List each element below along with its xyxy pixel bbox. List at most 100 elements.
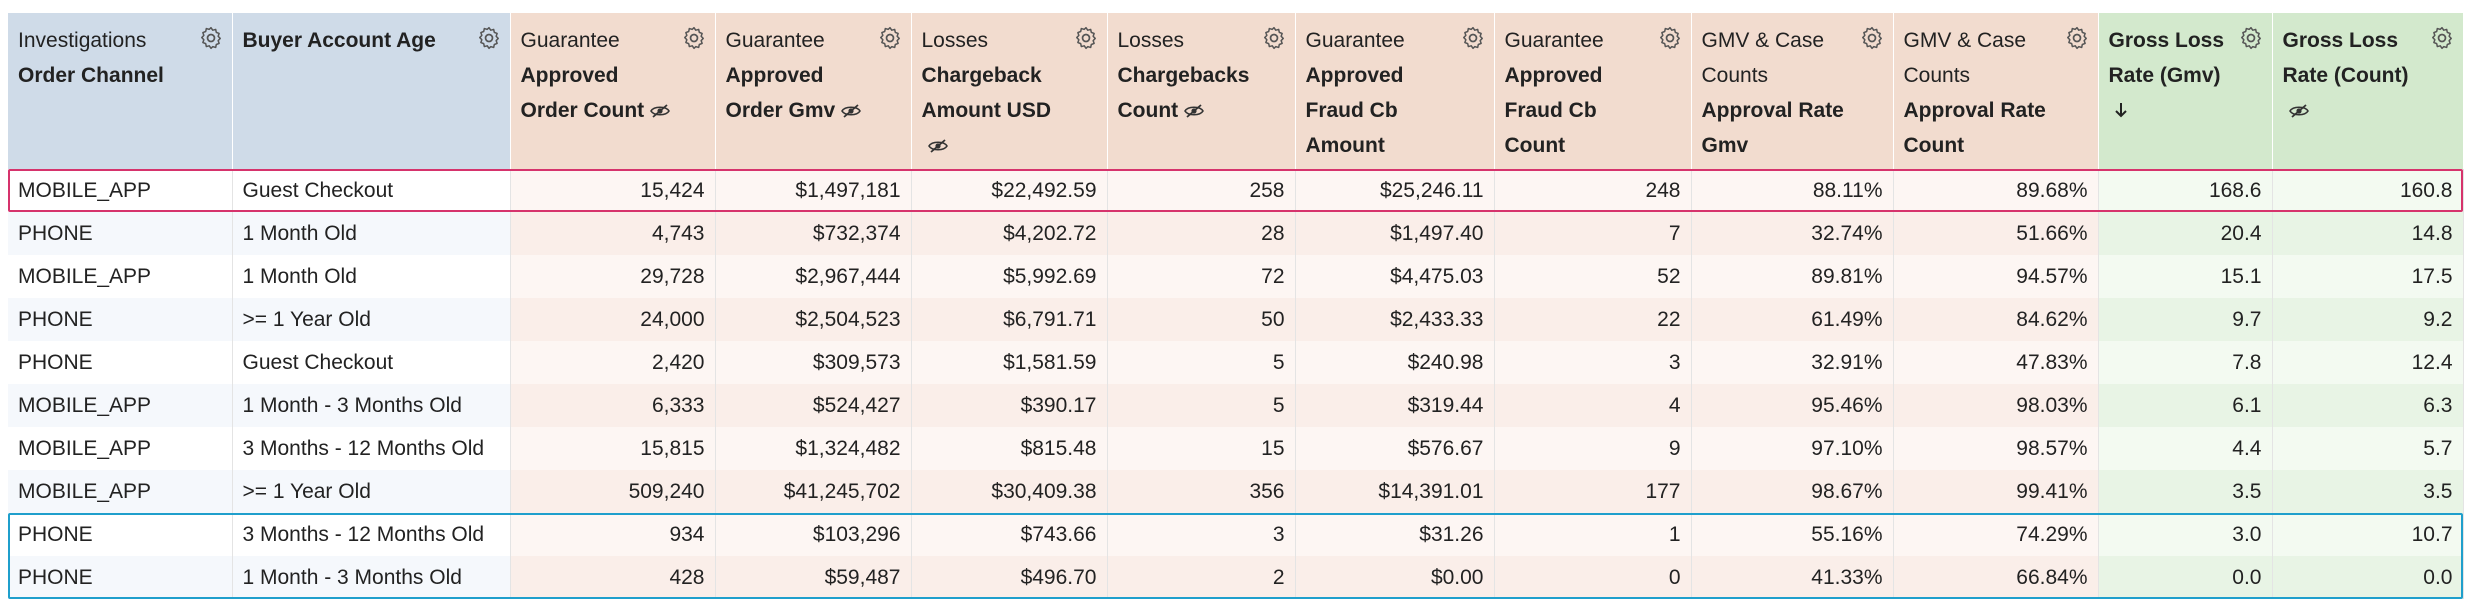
cell: 9.7 [2098,298,2273,341]
header-text: Guarantee Approved Fraud Cb Count [1505,23,1683,163]
data-row: PHONE 3 Months - 12 Months Old 934 $103,296… [8,513,2464,556]
cell: 3 Months - 12 Months Old [232,427,511,470]
cell: $576.67 [1295,427,1495,470]
settings-icon[interactable] [1859,25,1885,51]
header-text: Guarantee Approved Order Gmv [726,23,903,128]
column-header[interactable]: Guarantee Approved Fraud Cb Amount [1295,13,1495,169]
column-header[interactable]: Guarantee Approved Fraud Cb Count [1494,13,1692,169]
cell: 88.11% [1691,169,1894,212]
header-text: Gross Loss Rate (Count) [2283,23,2455,128]
header-label: Approved Order Gmv [725,64,836,122]
data-row: MOBILE_APP Guest Checkout 15,424 $1,497,181… [8,169,2464,212]
cell: 20.4 [2098,212,2273,255]
settings-icon[interactable] [681,25,707,51]
settings-icon[interactable] [2238,25,2264,51]
cell: 0 [1494,556,1692,599]
settings-icon[interactable] [877,25,903,51]
cell: MOBILE_APP [8,255,233,298]
cell: >= 1 Year Old [232,470,511,513]
cell: 3 Months - 12 Months Old [232,513,511,556]
header-text: Guarantee Approved Fraud Cb Amount [1306,23,1486,163]
cell: 428 [510,556,716,599]
cell: 15.1 [2098,255,2273,298]
cell: 51.66% [1893,212,2099,255]
cell: 177 [1494,470,1692,513]
cell: $1,497.40 [1295,212,1495,255]
cell: PHONE [8,513,233,556]
cell: 3.0 [2098,513,2273,556]
column-header[interactable]: Losses Chargebacks Count [1107,13,1296,169]
header-text: GMV & Case Counts Approval Rate Count [1904,23,2090,163]
cell: 61.49% [1691,298,1894,341]
cell: 1 [1494,513,1692,556]
cell: 248 [1494,169,1692,212]
cell: 14.8 [2272,212,2464,255]
data-row: MOBILE_APP 3 Months - 12 Months Old 15,815… [8,427,2464,470]
cell: 10.7 [2272,513,2464,556]
column-header[interactable]: Gross Loss Rate (Count) [2272,13,2464,169]
settings-icon[interactable] [198,25,224,51]
cell: 89.81% [1691,255,1894,298]
cell: 97.10% [1691,427,1894,470]
cell: 29,728 [510,255,716,298]
settings-icon[interactable] [476,25,502,51]
cell: 3.5 [2098,470,2273,513]
cell: 6.3 [2272,384,2464,427]
cell: $2,504,523 [715,298,912,341]
header-group: GMV & Case Counts [1903,29,2027,87]
cell: $22,492.59 [911,169,1108,212]
cell: 3 [1107,513,1296,556]
cell: 50 [1107,298,1296,341]
settings-icon[interactable] [1261,25,1287,51]
cell: $743.66 [911,513,1108,556]
sort-desc-icon[interactable] [2114,101,2128,119]
header-label: Chargeback Amount USD [921,64,1052,122]
column-header[interactable]: Guarantee Approved Order Gmv [715,13,912,169]
column-header[interactable]: Gross Loss Rate (Gmv) [2098,13,2273,169]
settings-icon[interactable] [1657,25,1683,51]
column-header[interactable]: Investigations Order Channel [8,13,233,169]
column-header[interactable]: Guarantee Approved Order Count [510,13,716,169]
cell: $103,296 [715,513,912,556]
cell: 66.84% [1893,556,2099,599]
data-row: PHONE >= 1 Year Old 24,000 $2,504,523 $6,791… [8,298,2464,341]
settings-icon[interactable] [2429,25,2455,51]
cell: 4.4 [2098,427,2273,470]
cell: 168.6 [2098,169,2273,212]
cell: 2 [1107,556,1296,599]
cell: $4,202.72 [911,212,1108,255]
cell: $41,245,702 [715,470,912,513]
hidden-icon [841,104,862,118]
data-row: PHONE Guest Checkout 2,420 $309,573 $1,581.5… [8,341,2464,384]
header-group: Guarantee [520,29,620,52]
hidden-icon [2288,104,2309,118]
cell: 28 [1107,212,1296,255]
cell: $2,433.33 [1295,298,1495,341]
header-label: Buyer Account Age [242,29,436,52]
cell: MOBILE_APP [8,470,233,513]
column-header[interactable]: GMV & Case Counts Approval Rate Count [1893,13,2099,169]
cell: PHONE [8,556,233,599]
cell: 84.62% [1893,298,2099,341]
cell: 5 [1107,384,1296,427]
cell: 6,333 [510,384,716,427]
settings-icon[interactable] [2064,25,2090,51]
header-label: Approved Fraud Cb Count [1504,64,1603,157]
header-text: Losses Chargeback Amount USD [922,23,1099,163]
cell: 47.83% [1893,341,2099,384]
column-header[interactable]: Buyer Account Age [232,13,511,169]
header-label: Approved Fraud Cb Amount [1305,64,1404,157]
column-header[interactable]: Losses Chargeback Amount USD [911,13,1108,169]
settings-icon[interactable] [1073,25,1099,51]
cell: $31.26 [1295,513,1495,556]
data-row: PHONE 1 Month Old 4,743 $732,374 $4,202.72 28… [8,212,2464,255]
settings-icon[interactable] [1460,25,1486,51]
header-group: Losses [1117,29,1185,52]
cell: 94.57% [1893,255,2099,298]
cell: $240.98 [1295,341,1495,384]
column-header[interactable]: GMV & Case Counts Approval Rate Gmv [1691,13,1894,169]
header-label: Gross Loss Rate (Gmv) [2108,29,2225,87]
header-text: GMV & Case Counts Approval Rate Gmv [1702,23,1885,163]
header-label: Order Channel [18,64,164,87]
cell: $524,427 [715,384,912,427]
